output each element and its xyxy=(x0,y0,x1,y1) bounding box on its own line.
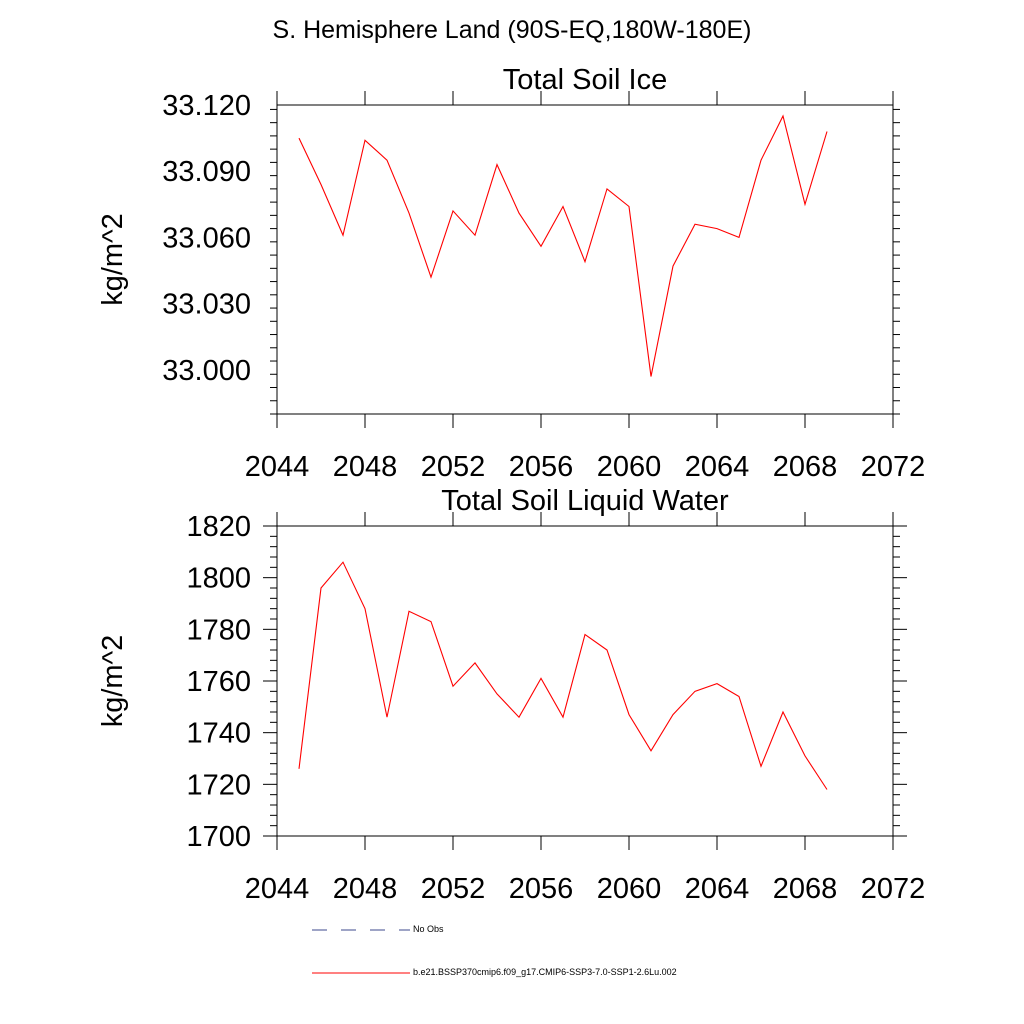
x-tick-label: 2044 xyxy=(245,873,310,905)
x-tick-label: 2044 xyxy=(245,451,310,483)
x-tick-label: 2064 xyxy=(685,873,750,905)
x-tick-label: 2068 xyxy=(773,451,838,483)
x-tick-label: 2072 xyxy=(861,451,926,483)
x-tick-label: 2056 xyxy=(509,451,574,483)
y-tick-label: 1820 xyxy=(186,511,251,543)
panel-total-soil-liquid-water: Total Soil Liquid Water kg/m^2 2044 2048 205… xyxy=(97,485,925,905)
figure-title: S. Hemisphere Land (90S-EQ,180W-180E) xyxy=(272,16,752,44)
chart-title: Total Soil Liquid Water xyxy=(441,485,729,517)
y-tick-label: 33.030 xyxy=(162,289,251,321)
panel-total-soil-ice: Total Soil Ice kg/m^2 2044 2048 2052 2056 2060… xyxy=(97,64,925,483)
x-tick-label: 2052 xyxy=(421,451,486,483)
y-axis-label: kg/m^2 xyxy=(97,213,129,306)
y-tick-label: 33.060 xyxy=(162,222,251,254)
y-tick-label: 33.000 xyxy=(162,355,251,387)
plot-frame xyxy=(276,104,894,415)
plot-frame xyxy=(276,525,894,837)
x-tick-label: 2060 xyxy=(597,873,662,905)
y-tick-label: 33.090 xyxy=(162,156,251,188)
x-tick-label: 2048 xyxy=(333,451,398,483)
x-tick-label: 2052 xyxy=(421,873,486,905)
x-tick-label: 2060 xyxy=(597,451,662,483)
legend-lines xyxy=(312,929,410,974)
y-tick-label: 1760 xyxy=(186,666,251,698)
x-tick-label: 2068 xyxy=(773,873,838,905)
y-tick-label: 1780 xyxy=(186,614,251,646)
series-line xyxy=(298,561,828,790)
y-tick-label: 1800 xyxy=(186,563,251,595)
x-tick-label: 2056 xyxy=(509,873,574,905)
y-tick-label: 1700 xyxy=(186,821,251,853)
y-axis-label: kg/m^2 xyxy=(97,635,129,728)
y-tick-label: 1720 xyxy=(186,769,251,801)
y-tick-label: 33.120 xyxy=(162,90,251,122)
chart-title: Total Soil Ice xyxy=(503,64,667,96)
x-tick-label: 2072 xyxy=(861,873,926,905)
x-tick-label: 2048 xyxy=(333,873,398,905)
y-tick-label: 1740 xyxy=(186,718,251,750)
series-line xyxy=(298,114,828,377)
x-tick-label: 2064 xyxy=(685,451,750,483)
